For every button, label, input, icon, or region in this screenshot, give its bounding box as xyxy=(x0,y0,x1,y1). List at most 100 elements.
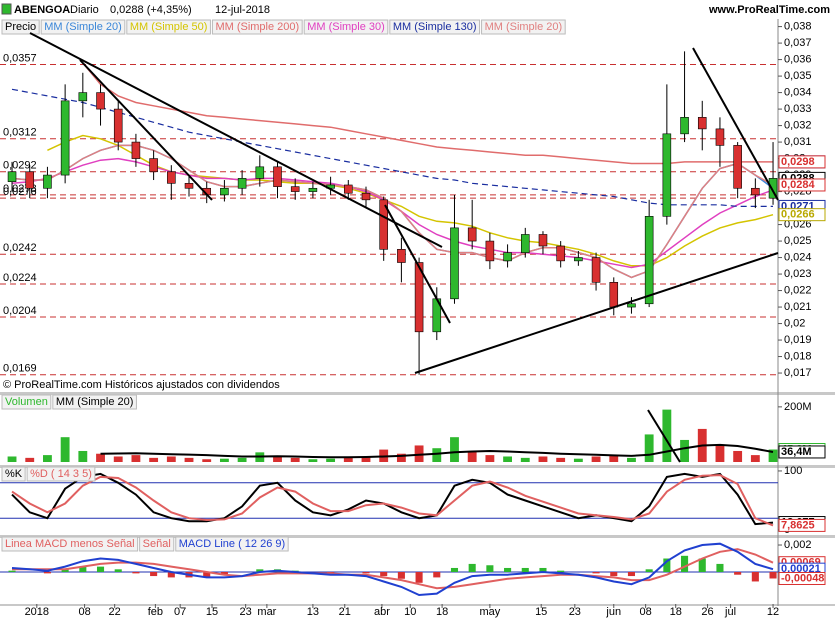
candle-body xyxy=(113,108,123,143)
x-tick-label: jun xyxy=(605,606,621,618)
candle-body xyxy=(379,199,388,250)
volume-bar xyxy=(450,437,459,462)
candle-body xyxy=(467,227,477,242)
candle-body xyxy=(591,257,601,283)
level-label: 0,0224 xyxy=(3,272,37,284)
volume-bar xyxy=(219,458,229,462)
histogram-bar xyxy=(96,566,105,573)
x-tick-label: 07 xyxy=(174,606,186,618)
histogram-bar xyxy=(521,567,529,573)
legend-entry: Precio xyxy=(5,21,36,33)
series-line xyxy=(11,472,774,526)
candle-body xyxy=(538,234,548,247)
value-tag xyxy=(778,155,826,169)
volume-bar xyxy=(680,439,689,462)
legend-box xyxy=(211,19,303,35)
level-label: 0,0169 xyxy=(3,363,37,375)
y-tick-label: 0,036 xyxy=(784,54,812,66)
separator xyxy=(0,604,835,606)
legend-entry: Señal xyxy=(143,538,171,550)
histogram-bar xyxy=(681,555,689,573)
candle-body xyxy=(361,192,371,201)
histogram-bar xyxy=(539,567,547,573)
volume-bar xyxy=(414,445,424,462)
period: Diario xyxy=(70,4,99,16)
volume-bar xyxy=(326,458,336,462)
histogram-bar xyxy=(150,572,158,577)
candle-body xyxy=(308,187,318,192)
trendline xyxy=(384,204,451,324)
y-tick-label: 0,037 xyxy=(784,37,812,49)
series-line xyxy=(12,548,774,590)
histogram-bar xyxy=(433,572,441,578)
series-line xyxy=(82,62,773,165)
source: www.ProRealTime.com xyxy=(708,4,830,16)
legend-box xyxy=(303,19,389,35)
volume-bar xyxy=(609,455,619,462)
candle-body xyxy=(768,178,778,199)
volume-bar xyxy=(733,450,743,462)
histogram-bar xyxy=(415,572,423,583)
legend-entry: MM (Simple 20) xyxy=(485,21,563,33)
value-tag xyxy=(778,178,826,192)
legend-box xyxy=(139,536,175,552)
volume-bar xyxy=(485,455,495,462)
histogram-bar xyxy=(592,572,600,574)
candle-body xyxy=(414,262,424,333)
candle-body xyxy=(751,187,760,196)
legend-entry: Linea MACD menos Señal xyxy=(5,538,135,550)
y-tick-label: 200M xyxy=(784,401,812,413)
volume-bar xyxy=(149,457,159,462)
histogram-bar xyxy=(504,567,512,573)
histogram-bar xyxy=(8,570,16,573)
legend-box xyxy=(1,19,40,35)
value-tag-label: 0,0284 xyxy=(781,179,816,191)
value-tag-label: 0,0298 xyxy=(781,156,815,168)
x-tick-label: 2018 xyxy=(25,606,49,618)
trendlines xyxy=(29,32,779,463)
x-tick-label: 10 xyxy=(404,606,416,618)
footer: © ProRealTime.com Históricos ajustados c… xyxy=(3,379,280,391)
histogram-bar xyxy=(610,572,618,577)
histogram-bar xyxy=(397,572,405,579)
candle-body xyxy=(255,166,265,179)
volume-bar xyxy=(556,457,566,462)
volume-bar xyxy=(768,449,778,462)
y-tick-label: 0,033 xyxy=(784,103,812,115)
candle-body xyxy=(78,92,88,102)
candle-body xyxy=(556,245,565,262)
volume-bar xyxy=(627,457,636,462)
x-tick-label: 26 xyxy=(701,606,713,618)
y-tick-label: 0,035 xyxy=(784,70,812,82)
x-tick-label: 13 xyxy=(307,606,319,618)
y-tick-label: 100 xyxy=(784,465,802,477)
histogram-bar xyxy=(486,565,494,573)
legend-box xyxy=(1,536,139,552)
candle-body xyxy=(7,171,17,182)
histogram-bar xyxy=(645,569,653,573)
candle-body xyxy=(715,128,725,146)
y-tick-label: 0,018 xyxy=(784,350,812,362)
level-label: 0,0204 xyxy=(3,305,37,317)
histogram-bar xyxy=(220,572,228,575)
histogram-bar xyxy=(627,572,636,577)
volume-bar xyxy=(96,453,105,462)
candle-body xyxy=(60,100,70,176)
candle-body xyxy=(43,174,52,189)
volume-bar xyxy=(467,450,477,462)
x-tick-label: 22 xyxy=(109,606,121,618)
volume-bar xyxy=(166,456,176,462)
x-tick-label: 08 xyxy=(78,606,90,618)
volume-bar xyxy=(644,434,654,462)
separator xyxy=(0,392,835,395)
legend-entry: MACD Line ( 12 26 9) xyxy=(179,538,285,550)
trendline xyxy=(29,32,443,248)
histogram-bar xyxy=(61,569,69,573)
histogram-bar xyxy=(362,572,370,574)
x-tick-label: feb xyxy=(148,606,163,618)
x-tick-label: 23 xyxy=(569,606,581,618)
y-tick-label: 0,031 xyxy=(784,136,812,148)
candle-body xyxy=(485,240,495,262)
volume-bar xyxy=(113,456,123,462)
candle-body xyxy=(397,249,406,263)
